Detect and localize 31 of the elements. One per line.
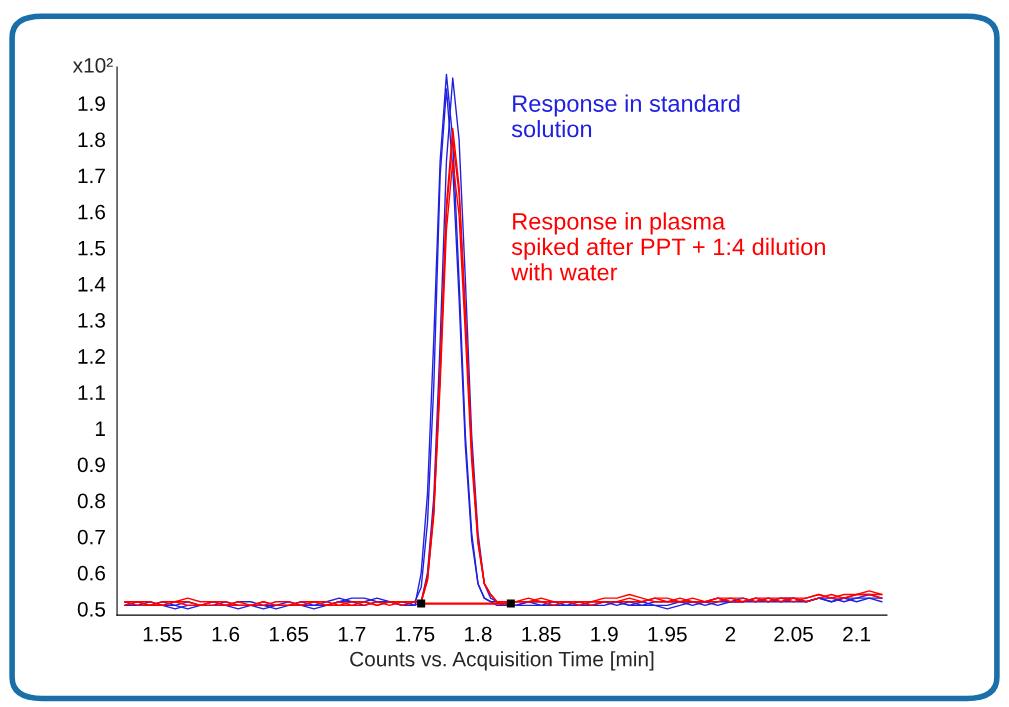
y-tick-label: 1.6 xyxy=(78,204,106,220)
x-tick-label: 2 xyxy=(725,626,736,642)
x-tick-label: 1.6 xyxy=(212,626,240,642)
y-tick-label: 1.7 xyxy=(78,168,105,184)
x-tick-label: 1.55 xyxy=(143,626,182,642)
x-tick-label: 1.7 xyxy=(338,626,366,642)
x-axis-title: Counts vs. Acquisition Time [min] xyxy=(350,651,654,671)
y-tick-label: 0.9 xyxy=(77,457,105,473)
y-tick-label: 0.8 xyxy=(77,493,106,509)
x-tick-label: 1.75 xyxy=(396,626,435,642)
y-axis-title: x10² xyxy=(72,58,113,73)
y-tick-label: 1.8 xyxy=(78,132,106,148)
x-tick-label: 1.8 xyxy=(465,626,492,642)
text: Response in standard solution xyxy=(511,94,740,138)
x-tick-label: 2.1 xyxy=(843,626,871,642)
x-tick-label: 1.65 xyxy=(270,626,309,642)
y-tick-label: 0.5 xyxy=(77,601,106,617)
x-tick-label: 1.9 xyxy=(591,626,618,642)
text: Response in plasma spiked after PPT + 1:4 dilution with water xyxy=(511,212,825,281)
y-tick-label: 1.9 xyxy=(78,96,105,112)
y-tick-label: 1.3 xyxy=(78,313,106,328)
y-tick-label: 0.7 xyxy=(77,529,105,545)
y-tick-label: 0.6 xyxy=(77,565,106,581)
x-tick-label: 2.05 xyxy=(774,626,813,642)
y-tick-label: 1.2 xyxy=(78,349,105,364)
x-tick-label: 1.85 xyxy=(522,626,561,642)
y-tick-label: 1.1 xyxy=(78,385,105,400)
x-tick-label: 1.95 xyxy=(648,626,687,642)
y-tick-label: 1.4 xyxy=(78,277,106,292)
y-tick-label: 1 xyxy=(95,421,105,436)
y-tick-label: 1.5 xyxy=(78,240,106,256)
